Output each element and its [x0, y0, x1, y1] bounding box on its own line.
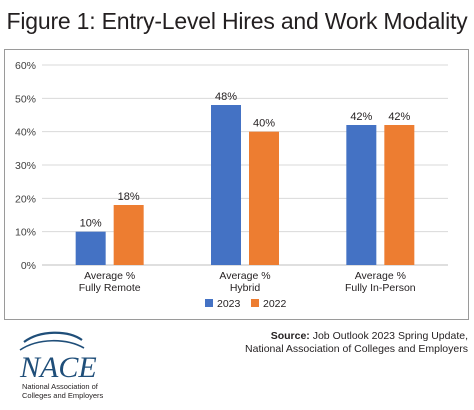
- org-line-1: National Association of: [22, 382, 98, 391]
- data-label: 42%: [388, 111, 410, 123]
- x-tick-label: Average %: [84, 270, 135, 282]
- bar-2023-0: [75, 231, 106, 265]
- bar-2023-2: [346, 125, 377, 265]
- y-tick-label: 60%: [15, 60, 36, 72]
- y-tick-label: 20%: [15, 193, 36, 205]
- bar-2023-1: [211, 105, 241, 265]
- legend-swatch-2023: [205, 299, 213, 307]
- chart-frame: [4, 49, 469, 320]
- data-label: 18%: [118, 191, 140, 203]
- data-label: 42%: [350, 111, 372, 123]
- y-tick-label: 50%: [15, 93, 36, 105]
- legend-label: 2022: [263, 298, 287, 310]
- legend-label: 2023: [217, 298, 241, 310]
- y-tick-label: 10%: [15, 227, 36, 239]
- bar-chart: 0% 10% 20% 30% 40% 50% 60% 10% 48% 42% 18% 40% 42% Av…: [15, 60, 448, 310]
- nace-org-name: National Association of Colleges and Emp…: [22, 382, 103, 400]
- nace-logo-mark: NACE: [19, 331, 97, 384]
- nace-logo: NACE: [10, 328, 130, 406]
- y-tick-label: 40%: [15, 127, 36, 139]
- data-label: 10%: [80, 218, 102, 230]
- source-line-1: Job Outlook 2023 Spring Update,: [312, 330, 468, 342]
- y-tick-label: 0%: [21, 260, 36, 272]
- legend-swatch-2022: [251, 299, 259, 307]
- bar-2022-0: [113, 205, 144, 265]
- nace-wordmark: NACE: [19, 351, 97, 384]
- x-tick-label: Hybrid: [230, 282, 261, 294]
- data-label: 40%: [253, 118, 275, 130]
- y-tick-label: 30%: [15, 160, 36, 172]
- source-note: Source: Job Outlook 2023 Spring Update, …: [245, 330, 468, 356]
- source-label: Source:: [270, 330, 310, 342]
- bar-2022-1: [249, 131, 279, 265]
- x-tick-label: Average %: [355, 270, 406, 282]
- org-line-2: Colleges and Employers: [22, 391, 104, 400]
- source-line-2: National Association of Colleges and Emp…: [245, 343, 468, 355]
- x-tick-label: Fully In-Person: [345, 282, 416, 294]
- bar-2022-2: [384, 125, 415, 265]
- chart-title: Figure 1: Entry-Level Hires and Work Mod…: [6, 8, 468, 34]
- x-tick-label: Average %: [219, 270, 270, 282]
- x-tick-label: Fully Remote: [79, 282, 141, 294]
- data-label: 48%: [215, 91, 237, 103]
